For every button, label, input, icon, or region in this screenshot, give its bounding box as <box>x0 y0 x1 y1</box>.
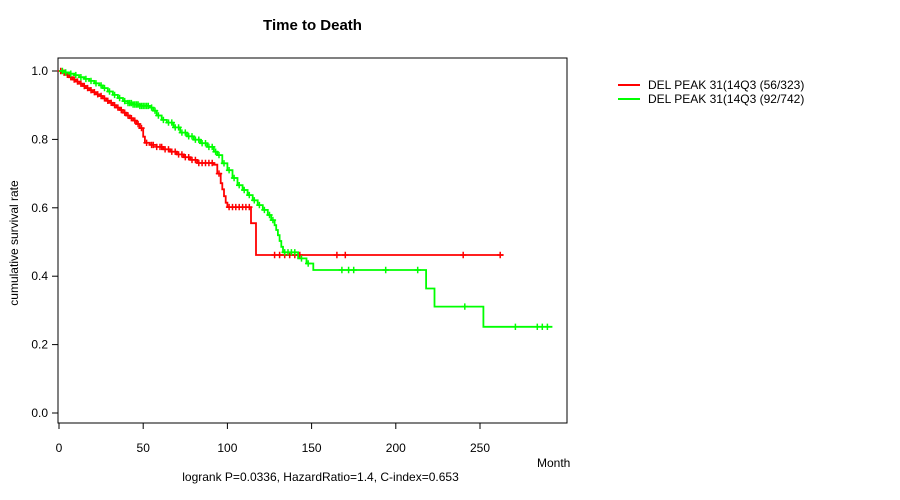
legend: DEL PEAK 31(14Q3 (56/323) DEL PEAK 31(14… <box>618 78 804 106</box>
x-tick-label: 200 <box>386 441 406 455</box>
legend-entry-group2: DEL PEAK 31(14Q3 (92/742) <box>618 92 804 106</box>
y-axis-title: cumulative survival rate <box>7 180 21 306</box>
survival-curve-2 <box>59 70 553 328</box>
y-tick-label: 0.8 <box>31 132 48 146</box>
censor-marks-1 <box>57 67 504 259</box>
chart-title: Time to Death <box>263 17 362 34</box>
legend-line-swatch-green <box>618 98 640 100</box>
x-axis-title: Month <box>537 456 571 470</box>
x-tick-label: 0 <box>56 441 63 455</box>
legend-entry-group1: DEL PEAK 31(14Q3 (56/323) <box>618 78 804 92</box>
y-tick-label: 0.0 <box>31 406 48 420</box>
survival-curve-1 <box>59 70 504 256</box>
y-tick-label: 0.2 <box>31 338 48 352</box>
x-tick-label: 150 <box>302 441 322 455</box>
legend-line-swatch-red <box>618 84 640 86</box>
x-tick-label: 100 <box>217 441 237 455</box>
x-tick-label: 250 <box>470 441 490 455</box>
legend-label-group1: DEL PEAK 31(14Q3 (56/323) <box>648 78 805 92</box>
plot-border <box>57 57 568 424</box>
legend-label-group2: DEL PEAK 31(14Q3 (92/742) <box>648 92 805 106</box>
x-tick-label: 50 <box>137 441 151 455</box>
y-tick-label: 1.0 <box>31 64 48 78</box>
y-tick-label: 0.6 <box>31 201 48 215</box>
censor-marks-2 <box>59 67 551 330</box>
stats-footnote: logrank P=0.0336, HazardRatio=1.4, C-ind… <box>182 470 459 484</box>
y-tick-label: 0.4 <box>31 269 48 283</box>
